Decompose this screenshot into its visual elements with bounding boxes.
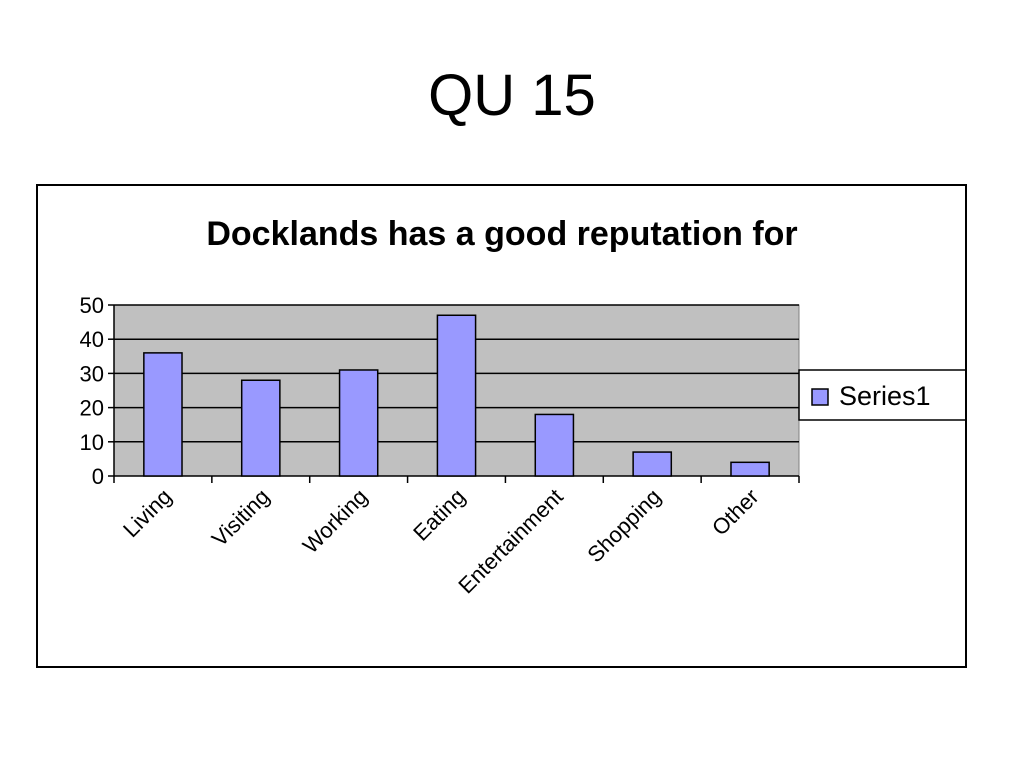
bar-entertainment bbox=[534, 413, 575, 477]
x-tick-label: Living bbox=[118, 484, 176, 542]
bar-chart: Docklands has a good reputation for 0 10 2… bbox=[80, 215, 965, 599]
bar-eating bbox=[436, 314, 477, 477]
legend-label: Series1 bbox=[839, 381, 931, 411]
chart-title: Docklands has a good reputation for bbox=[206, 215, 797, 253]
bar-shopping bbox=[632, 451, 673, 477]
y-tick-label: 50 bbox=[80, 293, 104, 318]
legend: Series1 bbox=[798, 369, 965, 421]
x-tick-label: Eating bbox=[408, 484, 470, 546]
y-tick-label: 10 bbox=[80, 430, 104, 455]
y-tick-label: 30 bbox=[80, 361, 104, 386]
bar-working bbox=[338, 369, 379, 477]
bar-visiting bbox=[240, 379, 281, 477]
slide-title: QU 15 bbox=[428, 63, 596, 128]
chart-frame: Docklands has a good reputation for 0 10 2… bbox=[36, 184, 967, 668]
x-tick-label: Working bbox=[298, 484, 372, 558]
y-tick-label: 20 bbox=[80, 396, 104, 421]
y-tick-label: 0 bbox=[92, 464, 104, 489]
x-tick-label: Visiting bbox=[207, 484, 275, 552]
bar-living bbox=[143, 352, 183, 477]
x-tick-label: Shopping bbox=[582, 484, 665, 567]
x-tick-label: Entertainment bbox=[453, 484, 568, 599]
x-tick-label: Other bbox=[707, 484, 764, 541]
bar-other bbox=[730, 461, 770, 477]
legend-swatch bbox=[811, 388, 829, 406]
y-tick-label: 40 bbox=[80, 327, 104, 352]
